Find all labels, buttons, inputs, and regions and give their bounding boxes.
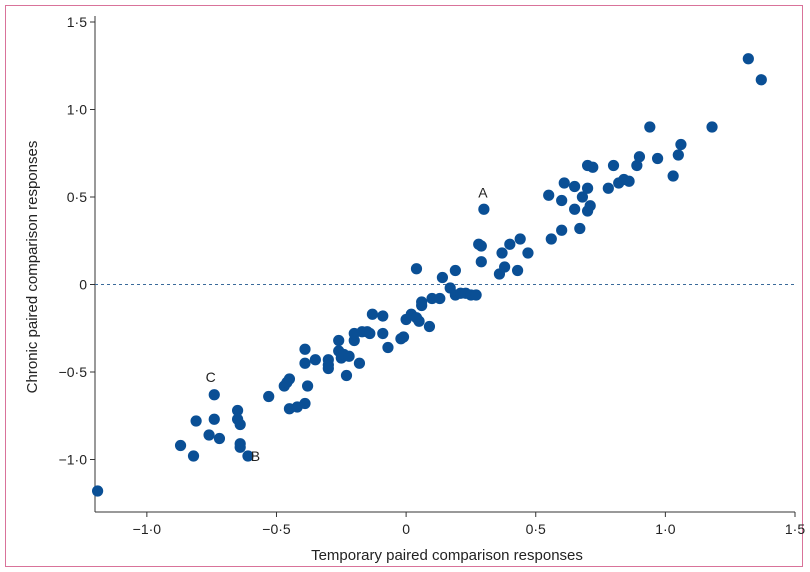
data-point <box>208 389 220 401</box>
data-point <box>343 350 355 362</box>
data-point <box>504 238 516 250</box>
data-point <box>584 200 596 212</box>
data-point <box>545 233 557 245</box>
data-point <box>706 121 718 133</box>
data-point <box>333 334 345 347</box>
data-point <box>208 413 220 425</box>
data-point <box>742 53 754 65</box>
data-point <box>263 390 275 403</box>
data-point <box>755 74 767 86</box>
annotation-c: C <box>206 369 216 385</box>
data-point <box>631 159 643 172</box>
x-tick-label: 1·0 <box>655 521 675 537</box>
annotation-b: B <box>251 448 260 464</box>
data-point <box>470 289 482 301</box>
data-point <box>499 261 511 273</box>
data-point <box>203 429 215 441</box>
data-point <box>574 222 586 235</box>
data-point <box>556 194 568 207</box>
x-tick-label: 0 <box>402 521 410 537</box>
data-point <box>234 441 246 453</box>
data-point <box>377 310 389 322</box>
data-point <box>242 450 254 462</box>
data-point <box>556 224 568 236</box>
y-tick-label: 1·5 <box>67 14 87 30</box>
axes: 1·5 1·0 0·5 0 −0·5 −1·0 −1·0 −0·5 0 0·5 1·0 1·5 <box>59 14 806 537</box>
data-point <box>569 180 581 193</box>
data-point <box>607 159 620 172</box>
data-point <box>602 182 614 194</box>
data-point <box>576 191 589 203</box>
data-point <box>234 418 246 431</box>
y-tick-label: 0 <box>79 277 87 293</box>
data-point <box>91 485 104 497</box>
data-point <box>397 331 410 343</box>
data-point <box>309 354 321 366</box>
y-tick-label: 1·0 <box>67 102 87 118</box>
data-point <box>558 177 570 189</box>
figure-frame <box>5 5 803 567</box>
data-point <box>651 152 664 165</box>
data-point <box>377 327 389 340</box>
data-point <box>190 415 202 427</box>
data-point <box>644 121 656 133</box>
data-point <box>475 256 487 268</box>
data-point <box>340 369 353 382</box>
data-point <box>322 359 334 371</box>
data-point <box>667 170 679 182</box>
data-point <box>283 373 296 385</box>
data-point <box>299 357 311 369</box>
data-point <box>413 315 425 327</box>
y-tick-label: −0·5 <box>59 364 88 380</box>
data-point <box>514 233 526 245</box>
data-point <box>581 182 594 194</box>
x-tick-label: −0·5 <box>262 521 291 537</box>
data-point <box>301 380 314 392</box>
data-point <box>675 138 687 151</box>
data-point <box>522 247 534 259</box>
data-point <box>416 296 428 308</box>
data-point <box>543 189 555 201</box>
data-point <box>478 203 490 215</box>
annotations: A B C <box>206 184 489 464</box>
data-points <box>91 53 767 497</box>
y-tick-label: 0·5 <box>67 189 87 205</box>
data-point <box>587 161 599 173</box>
data-point <box>410 263 423 275</box>
data-point <box>174 439 187 452</box>
x-tick-label: 0·5 <box>526 521 546 537</box>
data-point <box>364 327 376 340</box>
data-point <box>496 247 508 259</box>
data-point <box>436 271 449 284</box>
x-tick-label: 1·5 <box>785 521 805 537</box>
y-tick-label: −1·0 <box>59 452 88 468</box>
data-point <box>366 308 379 320</box>
data-point <box>426 292 438 305</box>
y-axis-title: Chronic paired comparison responses <box>24 141 41 394</box>
data-point <box>475 240 487 252</box>
data-point <box>187 450 200 462</box>
data-point <box>511 264 524 277</box>
annotation-a: A <box>478 184 488 200</box>
data-point <box>231 404 244 417</box>
data-point <box>423 320 436 333</box>
data-point <box>449 264 461 277</box>
data-point <box>299 397 311 410</box>
data-point <box>213 432 226 445</box>
data-point <box>299 343 311 355</box>
data-point <box>633 151 646 163</box>
data-point <box>672 149 684 161</box>
data-point <box>382 341 394 354</box>
data-point <box>353 357 366 369</box>
x-axis-title: Temporary paired comparison responses <box>311 547 583 564</box>
data-point <box>569 203 581 215</box>
data-point <box>434 292 446 305</box>
data-point <box>623 175 635 187</box>
x-tick-label: −1·0 <box>133 521 162 537</box>
